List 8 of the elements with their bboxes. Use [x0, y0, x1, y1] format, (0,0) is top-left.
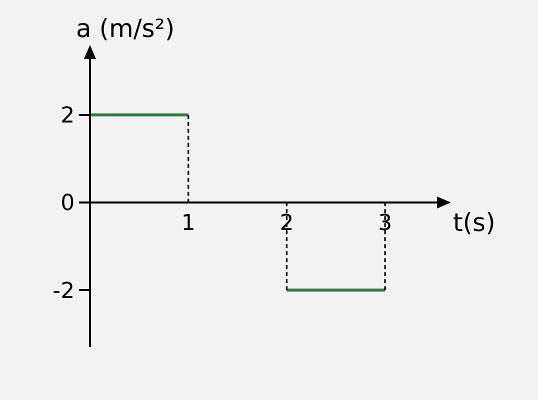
- x-tick-label: 2: [280, 210, 294, 236]
- x-axis-title: t(s): [453, 208, 496, 237]
- y-axis-title: a (m/s²): [76, 14, 175, 43]
- x-tick-label: 1: [181, 210, 196, 236]
- y-tick-label: -2: [52, 278, 75, 304]
- y-tick-label: 2: [60, 104, 75, 129]
- x-tick-label: 3: [378, 210, 392, 236]
- y-tick-label: 0: [60, 191, 75, 216]
